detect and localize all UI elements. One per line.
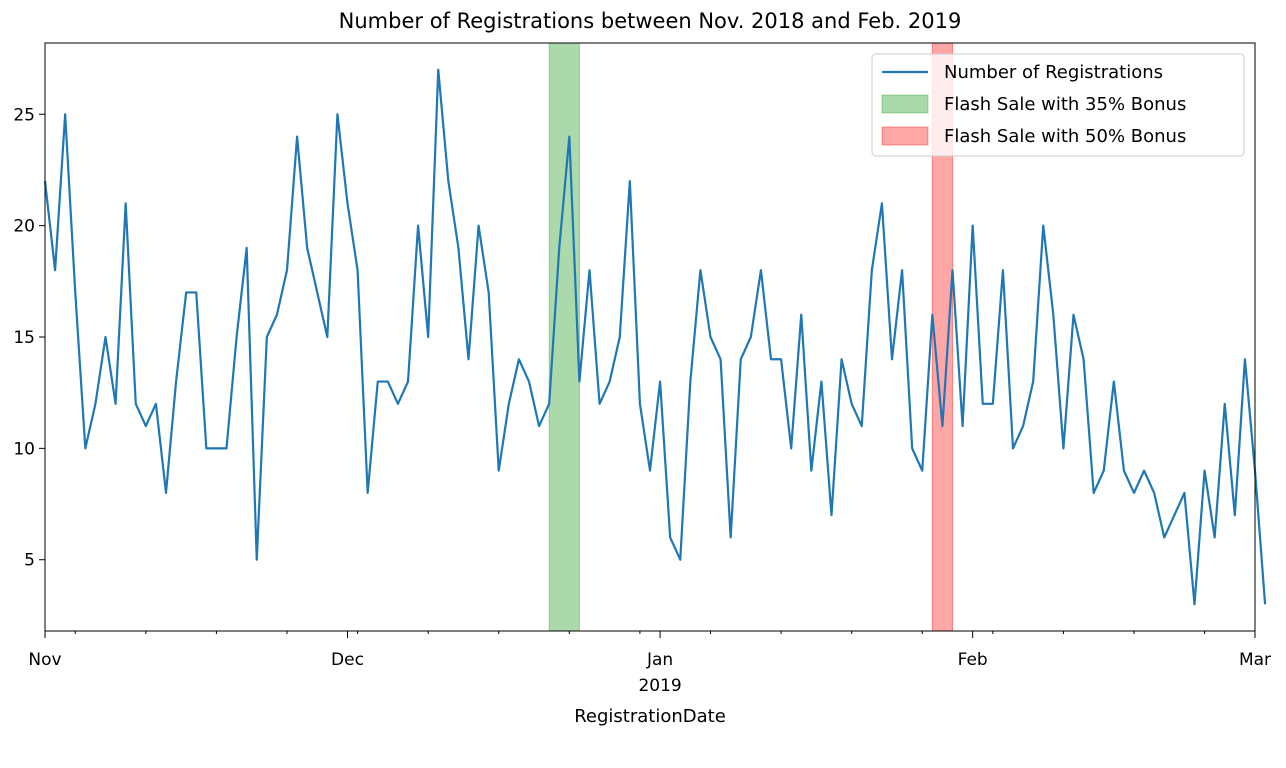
x-tick-label: Jan [646, 650, 673, 670]
x-year-label: 2019 [638, 676, 681, 696]
x-tick-label: Dec [331, 650, 364, 670]
y-tick-label: 5 [24, 551, 35, 571]
y-tick-label: 20 [13, 217, 35, 237]
x-tick-label: Mar [1239, 650, 1271, 670]
legend-span1-label: Flash Sale with 35% Bonus [944, 94, 1186, 115]
x-tick-label: Nov [28, 650, 61, 670]
legend-span2-swatch [882, 127, 928, 145]
legend-span1-swatch [882, 95, 928, 113]
x-axis: Nov Dec Jan Feb Mar 2019 [28, 631, 1271, 696]
y-tick-label: 10 [13, 439, 35, 459]
chart-title: Number of Registrations between Nov. 201… [339, 9, 962, 33]
legend-line-label: Number of Registrations [944, 62, 1163, 83]
legend-span2-label: Flash Sale with 50% Bonus [944, 126, 1186, 147]
y-axis: 5 10 15 20 25 [13, 105, 45, 570]
legend: Number of Registrations Flash Sale with … [872, 54, 1244, 156]
y-tick-label: 25 [13, 105, 35, 125]
x-tick-label: Feb [958, 650, 988, 670]
x-axis-label: RegistrationDate [574, 706, 726, 727]
y-tick-label: 15 [13, 328, 35, 348]
